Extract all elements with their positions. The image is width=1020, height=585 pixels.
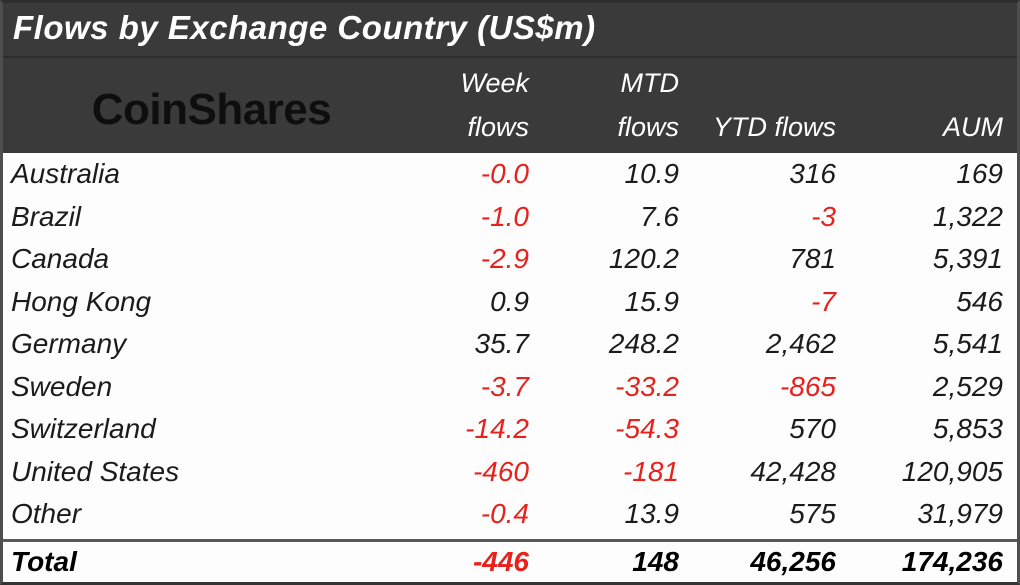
table-row: United States -460 -181 42,428 120,905 xyxy=(3,451,1017,494)
week-flows-value: 0.9 xyxy=(490,285,529,317)
ytd-flows-value: 570 xyxy=(789,413,836,445)
country-label: Australia xyxy=(11,158,120,190)
ytd-flows-value: 316 xyxy=(789,158,836,190)
table-row: Germany 35.7 248.2 2,462 5,541 xyxy=(3,323,1017,366)
ytd-flows-value: 575 xyxy=(789,498,836,530)
week-flows-value: 35.7 xyxy=(474,328,530,360)
country-label: Germany xyxy=(11,328,127,360)
column-header-week-flows: Week flows xyxy=(460,68,529,142)
column-header-row: CoinShares Week flows MTD flows YTD flow… xyxy=(3,58,1017,153)
country-label: Brazil xyxy=(11,200,82,232)
country-label: Canada xyxy=(11,243,110,275)
ytd-flows-value: 46,256 xyxy=(750,546,836,577)
ytd-flows-value: 781 xyxy=(789,243,836,275)
aum-value: 169 xyxy=(956,158,1003,190)
aum-value: 546 xyxy=(956,285,1003,317)
column-header-ytd-flows: YTD flows xyxy=(712,112,836,142)
table-header: Flows by Exchange Country (US$m) CoinSha… xyxy=(3,3,1017,153)
table-row: Switzerland -14.2 -54.3 570 5,853 xyxy=(3,408,1017,451)
country-label: Total xyxy=(11,546,77,577)
ytd-flows-value: -865 xyxy=(779,370,836,402)
mtd-flows-value: -33.2 xyxy=(615,370,679,402)
mtd-flows-value: 248.2 xyxy=(608,328,679,360)
table-row: Brazil -1.0 7.6 -3 1,322 xyxy=(3,196,1017,239)
ytd-flows-value: -3 xyxy=(811,200,836,232)
aum-value: 2,529 xyxy=(932,370,1003,402)
week-flows-value: -3.7 xyxy=(480,370,529,402)
week-flows-value: -14.2 xyxy=(465,413,529,445)
ytd-flows-value: 2,462 xyxy=(765,328,836,360)
aum-value: 174,236 xyxy=(901,546,1003,577)
country-label: United States xyxy=(11,455,180,487)
country-label: Other xyxy=(11,498,82,530)
aum-value: 5,541 xyxy=(932,328,1003,360)
mtd-flows-value: -181 xyxy=(622,455,679,487)
total-row: Total -446 148 46,256 174,236 xyxy=(3,539,1017,582)
mtd-flows-value: 15.9 xyxy=(624,285,680,317)
country-label: Hong Kong xyxy=(11,285,152,317)
column-header-aum: AUM xyxy=(943,112,1003,142)
country-label: Switzerland xyxy=(11,413,156,445)
table-row: Hong Kong 0.9 15.9 -7 546 xyxy=(3,281,1017,324)
mtd-flows-value: 10.9 xyxy=(624,158,680,190)
week-flows-value: -0.4 xyxy=(480,498,529,530)
mtd-flows-value: 148 xyxy=(632,546,679,577)
aum-value: 1,322 xyxy=(932,200,1003,232)
table-row: Canada -2.9 120.2 781 5,391 xyxy=(3,238,1017,281)
mtd-flows-value: 120.2 xyxy=(608,243,679,275)
mtd-flows-value: 7.6 xyxy=(640,200,679,232)
country-label: Sweden xyxy=(11,370,113,402)
week-flows-value: -0.0 xyxy=(480,158,529,190)
mtd-flows-value: -54.3 xyxy=(615,413,679,445)
page-title: Flows by Exchange Country (US$m) xyxy=(3,3,1017,58)
week-flows-value: -446 xyxy=(472,546,529,577)
table-row: Other -0.4 13.9 575 31,979 xyxy=(3,493,1017,536)
week-flows-value: -2.9 xyxy=(480,243,529,275)
week-flows-value: -460 xyxy=(472,455,529,487)
column-header-mtd-flows: MTD flows xyxy=(617,68,679,142)
week-flows-value: -1.0 xyxy=(480,200,529,232)
coinshares-logo-text: CoinShares xyxy=(91,84,332,134)
aum-value: 120,905 xyxy=(901,455,1003,487)
ytd-flows-value: -7 xyxy=(811,285,836,317)
aum-value: 5,391 xyxy=(932,243,1003,275)
aum-value: 5,853 xyxy=(932,413,1003,445)
table-body: Australia -0.0 10.9 316 169 Brazil -1.0 7.6 -3 1,… xyxy=(3,153,1017,539)
aum-value: 31,979 xyxy=(917,498,1003,530)
table-row: Sweden -3.7 -33.2 -865 2,529 xyxy=(3,366,1017,409)
coinshares-logo: CoinShares xyxy=(3,58,420,153)
table-row: Australia -0.0 10.9 316 169 xyxy=(3,153,1017,196)
ytd-flows-value: 42,428 xyxy=(750,455,836,487)
mtd-flows-value: 13.9 xyxy=(624,498,680,530)
